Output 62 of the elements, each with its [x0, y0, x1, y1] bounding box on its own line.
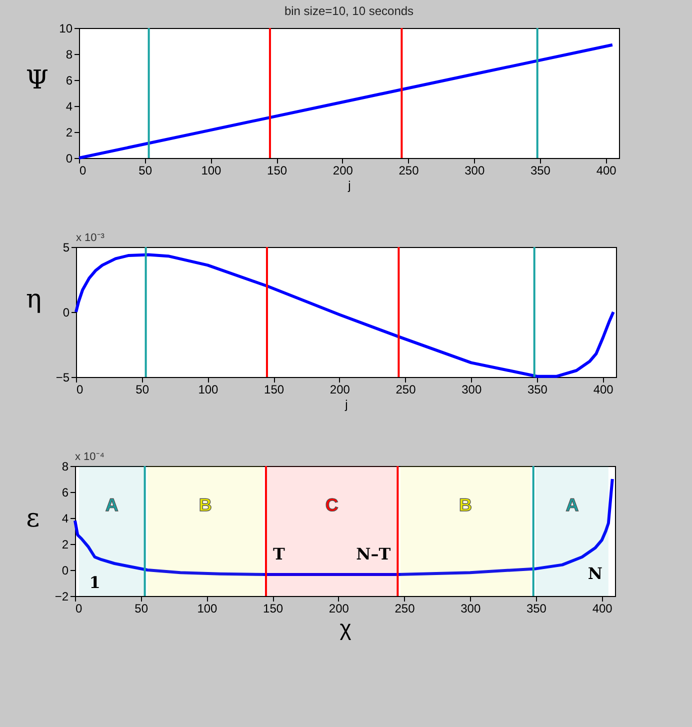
x-tick-label: 350	[526, 602, 547, 616]
x-tick-label: 150	[264, 382, 284, 396]
x-tick-label: 50	[136, 382, 150, 396]
x-axis-title: j	[344, 398, 348, 412]
y-tick-label: 0	[66, 152, 73, 166]
y-tick-label: 6	[62, 486, 69, 500]
y-tick-label: 0	[62, 306, 70, 320]
x-tick-label: 250	[398, 164, 420, 178]
y-axis-title: ε	[26, 504, 40, 534]
x-tick-label: 100	[201, 164, 222, 178]
annotation: N–T	[356, 544, 391, 564]
x-tick-label: 100	[197, 602, 218, 616]
band-label: C	[325, 495, 338, 515]
x-tick-label: 350	[527, 382, 548, 396]
x-tick-label: 400	[593, 382, 614, 396]
x-tick-label: 300	[464, 164, 485, 178]
y-tick-label: 4	[66, 100, 73, 114]
x-tick-label: 150	[267, 164, 288, 178]
line-series	[78, 43, 614, 160]
x-tick-label: 200	[330, 382, 350, 396]
x-axis-title: j	[347, 178, 351, 192]
annotation: 1	[89, 573, 100, 592]
x-tick-label: 250	[394, 602, 416, 616]
band-label: B	[198, 495, 212, 515]
y-axis-title: Ψ	[26, 66, 49, 96]
y-tick-label: −5	[56, 370, 70, 384]
x-tick-label: 400	[592, 602, 613, 616]
y-tick-label: 6	[66, 74, 73, 88]
annotation: N	[588, 564, 603, 583]
y-tick-label: 10	[59, 22, 73, 36]
y-tick-label: 2	[62, 538, 69, 552]
y-tick-label: −2	[54, 590, 69, 604]
y-tick-label: 4	[62, 512, 69, 526]
x-tick-label: 350	[530, 164, 551, 178]
line-series	[74, 253, 615, 378]
x-tick-label: 150	[263, 602, 284, 616]
x-tick-label: 200	[328, 602, 350, 616]
y-tick-label: 5	[62, 240, 70, 254]
text: x 10⁻³	[76, 232, 105, 244]
x-tick-label: 100	[198, 382, 219, 396]
x-tick-label: 300	[460, 602, 481, 616]
x-tick-label: 0	[76, 382, 84, 396]
y-tick-label: 8	[62, 460, 69, 474]
y-axis-title: η	[26, 284, 42, 314]
x-tick-label: 300	[462, 382, 482, 396]
x-axis-title: χ	[340, 616, 352, 640]
text: x 10⁻⁴	[75, 451, 105, 463]
y-tick-label: 2	[66, 126, 73, 140]
y-tick-label: 8	[66, 48, 73, 62]
x-tick-label: 250	[396, 382, 416, 396]
band-label: A	[566, 495, 579, 515]
x-tick-label: 200	[332, 164, 354, 178]
chart-title: bin size=10, 10 seconds	[284, 4, 414, 18]
x-tick-label: 50	[138, 164, 152, 178]
x-tick-label: 50	[134, 602, 148, 616]
x-tick-label: 0	[80, 164, 86, 178]
x-tick-label: 400	[596, 164, 617, 178]
y-tick-label: 0	[62, 564, 69, 578]
band-label: B	[459, 495, 472, 515]
band-label: A	[105, 495, 118, 515]
x-tick-label: 0	[76, 602, 82, 616]
annotation: T	[272, 544, 285, 564]
